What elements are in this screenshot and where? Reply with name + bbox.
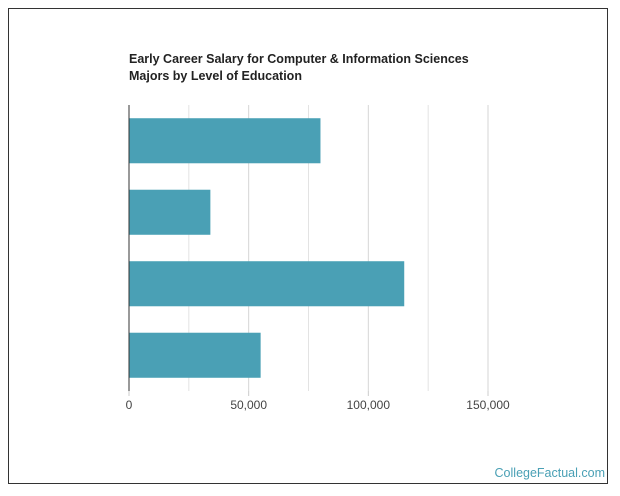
x-tick-label: 50,000 [230,398,267,412]
bar [129,261,405,307]
chart-title: Early Career Salary for Computer & Infor… [129,52,469,83]
x-tick-label: 150,000 [466,398,510,412]
bar [129,189,211,235]
x-tick-label: 100,000 [347,398,391,412]
source: CollegeFactual.com [494,466,605,480]
bar [129,332,261,378]
bar [129,118,321,164]
x-tick-label: 0 [126,398,133,412]
frame [8,8,608,484]
